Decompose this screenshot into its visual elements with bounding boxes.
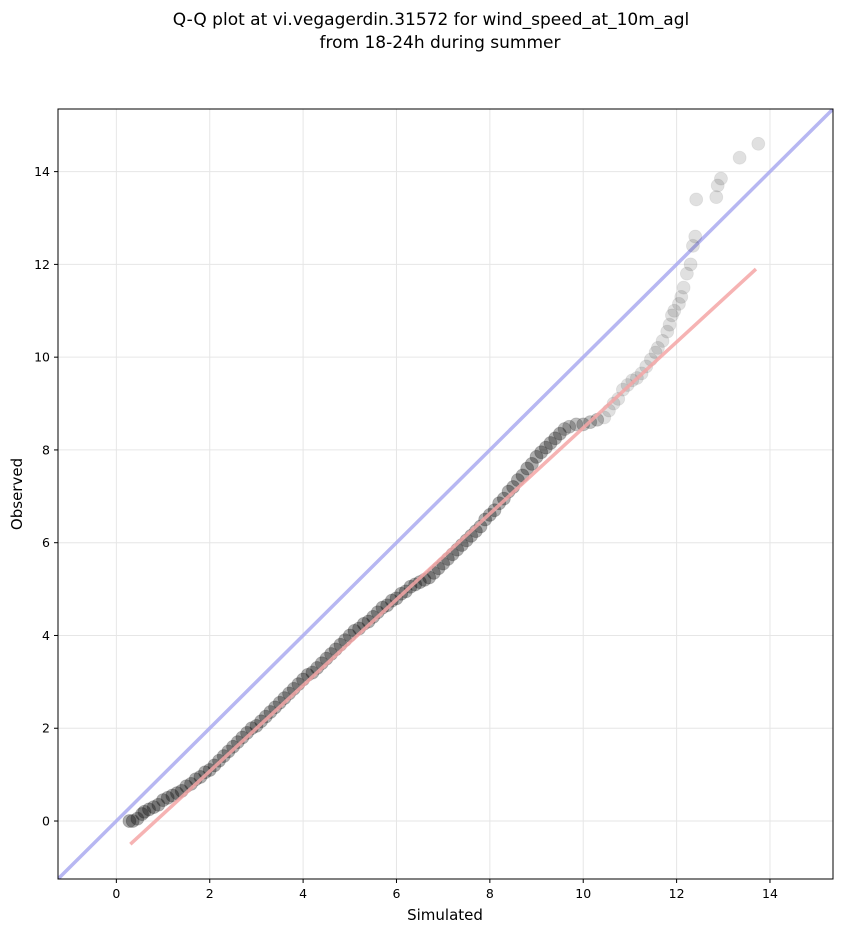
- data-point-123: [686, 238, 700, 253]
- y-tick-label-4: 8: [42, 442, 50, 457]
- fit-line: [129, 267, 758, 846]
- data-point-92: [548, 431, 563, 446]
- y-tick-label-5: 10: [34, 350, 50, 365]
- data-point-9: [160, 790, 175, 805]
- data-point-96: [569, 417, 584, 432]
- chart-title-line-2: from 18-24h during summer: [320, 33, 561, 53]
- data-point-97: [576, 417, 591, 432]
- x-tick-label-6: 12: [669, 886, 685, 901]
- data-point-31: [263, 705, 278, 719]
- data-point-30: [258, 709, 273, 724]
- data-point-100: [597, 410, 612, 425]
- x-tick-label-5: 10: [575, 886, 591, 901]
- data-point-7: [151, 797, 166, 812]
- data-point-1: [125, 814, 140, 828]
- y-tick-label-1: 2: [42, 721, 50, 736]
- data-point-117: [667, 303, 682, 318]
- data-point-122: [683, 257, 698, 272]
- data-point-103: [611, 392, 626, 406]
- data-point-114: [660, 324, 675, 339]
- chart-title-line-1: Q-Q plot at vi.vegagerdin.31572 for wind…: [173, 10, 689, 30]
- data-point-128: [714, 171, 728, 186]
- data-point-88: [529, 449, 544, 464]
- y-tick-label-2: 4: [42, 628, 50, 643]
- data-point-93: [552, 426, 567, 441]
- plot-area: [58, 109, 833, 879]
- data-point-95: [562, 419, 577, 434]
- data-point-29: [254, 714, 268, 729]
- x-tick-label-4: 8: [486, 886, 494, 901]
- data-point-16: [193, 770, 208, 784]
- data-point-6: [146, 800, 161, 815]
- plot-frame: [57, 108, 834, 880]
- data-point-119: [674, 289, 689, 304]
- data-points: [122, 136, 766, 828]
- x-tick-label-1: 2: [206, 886, 214, 901]
- data-point-94: [557, 422, 572, 436]
- data-point-89: [534, 445, 549, 460]
- data-point-23: [226, 739, 240, 754]
- data-point-109: [639, 359, 654, 374]
- data-point-118: [672, 296, 686, 311]
- data-point-115: [662, 317, 677, 332]
- y-tick-label-7: 14: [34, 164, 50, 179]
- data-point-116: [665, 308, 679, 323]
- data-point-57: [384, 593, 399, 608]
- data-point-86: [520, 461, 535, 476]
- data-point-24: [230, 735, 245, 750]
- data-point-120: [676, 280, 691, 295]
- data-point-56: [380, 598, 395, 613]
- y-tick-label-3: 6: [42, 535, 50, 550]
- data-point-10: [165, 788, 180, 803]
- data-point-121: [679, 266, 694, 281]
- data-point-124: [688, 229, 703, 244]
- data-point-126: [709, 190, 724, 205]
- data-point-3: [135, 807, 149, 821]
- data-point-4: [137, 804, 152, 819]
- data-point-17: [198, 765, 212, 780]
- data-point-5: [142, 802, 156, 817]
- data-point-112: [651, 340, 665, 355]
- data-point-127: [710, 178, 725, 193]
- x-tick-label-7: 14: [762, 886, 778, 901]
- y-tick-label-6: 12: [34, 257, 50, 272]
- data-point-87: [524, 456, 539, 471]
- data-point-90: [538, 440, 553, 455]
- data-point-113: [655, 334, 670, 348]
- x-axis-label: Simulated: [407, 906, 483, 924]
- x-tick-label-3: 6: [393, 886, 401, 901]
- y-axis: 0 2 4 6 8 10 12 14: [34, 164, 58, 829]
- data-point-129: [732, 150, 747, 165]
- data-point-130: [751, 136, 766, 151]
- data-point-0: [122, 814, 137, 828]
- data-point-8: [156, 793, 170, 808]
- data-point-2: [130, 811, 145, 826]
- x-axis: 0 2 4 6 8 10 12 14: [112, 879, 778, 901]
- data-point-91: [543, 436, 558, 450]
- reference-line: [58, 109, 833, 879]
- data-point-125: [689, 192, 704, 207]
- y-tick-label-0: 0: [42, 814, 50, 829]
- grid: [58, 109, 833, 879]
- x-tick-label-2: 4: [299, 886, 307, 901]
- y-axis-label: Observed: [8, 458, 26, 530]
- x-tick-label-0: 0: [112, 886, 120, 901]
